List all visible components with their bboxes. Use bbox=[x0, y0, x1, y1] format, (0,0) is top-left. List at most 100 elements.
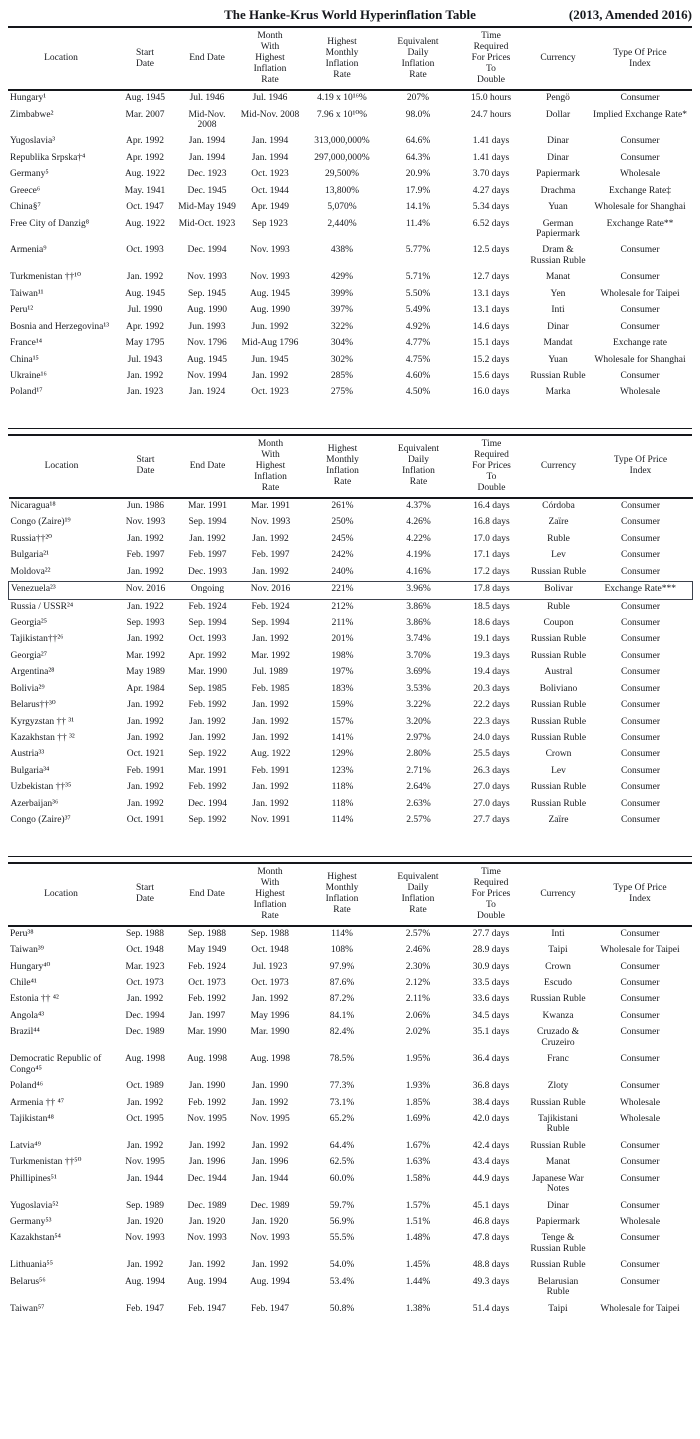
document-header: The Hanke-Krus World Hyperinflation Tabl… bbox=[8, 6, 692, 28]
cell-currency: Crown bbox=[545, 961, 571, 972]
cell-peak-month: Dec. 1989 bbox=[250, 1200, 290, 1211]
cell-currency: Escudo bbox=[544, 978, 572, 989]
cell-highest-monthly-inflation-rate: 114% bbox=[331, 815, 354, 826]
cell-currency: Inti bbox=[551, 928, 565, 939]
cell-peak-month: Jan. 1990 bbox=[251, 1081, 289, 1092]
table-row: Hungary¹ Aug. 1945 Jul. 1946 Jul. 1946 4.19 … bbox=[8, 90, 692, 107]
cell-highest-monthly-inflation-rate: 55.5% bbox=[329, 1233, 355, 1244]
cell-price-index-type: Consumer bbox=[620, 1276, 660, 1287]
cell-peak-month: Aug. 1990 bbox=[249, 305, 291, 316]
cell-location: Germany⁵³ bbox=[10, 1217, 52, 1228]
cell-time-to-double: 12.5 days bbox=[472, 245, 510, 256]
cell-end-date: Aug. 1998 bbox=[186, 1054, 228, 1065]
cell-currency: Pengö bbox=[546, 93, 570, 104]
cell-highest-monthly-inflation-rate: 157% bbox=[331, 716, 354, 727]
cell-peak-month: Oct. 1923 bbox=[251, 387, 289, 398]
cell-location: Taiwan¹¹ bbox=[10, 288, 44, 299]
cell-price-index-type: Consumer bbox=[620, 566, 661, 577]
cell-location: Hungary⁴⁰ bbox=[10, 961, 51, 972]
cell-price-index-type: Consumer bbox=[620, 733, 661, 744]
cell-location: Moldova²² bbox=[10, 566, 51, 577]
cell-equivalent-daily-inflation-rate: 5.49% bbox=[405, 305, 431, 316]
cell-price-index-type: Consumer bbox=[620, 650, 661, 661]
cell-peak-month: Feb. 1997 bbox=[251, 550, 290, 561]
cell-highest-monthly-inflation-rate: 84.1% bbox=[329, 1010, 355, 1021]
cell-equivalent-daily-inflation-rate: 4.60% bbox=[405, 370, 431, 381]
cell-peak-month: Oct. 1944 bbox=[251, 185, 289, 196]
cell-time-to-double: 15.6 days bbox=[472, 370, 510, 381]
cell-location: Russia††²⁰ bbox=[10, 533, 53, 544]
cell-start-date: Jan. 1992 bbox=[127, 533, 164, 544]
cell-peak-month: Jan. 1996 bbox=[251, 1157, 289, 1168]
cell-highest-monthly-inflation-rate: 201% bbox=[331, 634, 354, 645]
cell-time-to-double: 3.70 days bbox=[472, 169, 510, 180]
cell-equivalent-daily-inflation-rate: 20.9% bbox=[405, 169, 431, 180]
cell-peak-month: Nov. 2016 bbox=[238, 581, 303, 600]
cell-currency: Austral bbox=[544, 667, 573, 678]
table-section-2: Location Start Date End Date Month With Hig… bbox=[8, 435, 693, 830]
cell-peak-month: Jan. 1992 bbox=[251, 1260, 289, 1271]
cell-equivalent-daily-inflation-rate: 1.44% bbox=[405, 1276, 431, 1287]
cell-price-index-type: Consumer bbox=[620, 667, 661, 678]
cell-time-to-double: 16.8 days bbox=[473, 517, 510, 528]
cell-location: Turkmenistan ††⁵⁰ bbox=[10, 1157, 82, 1168]
cell-currency: Coupon bbox=[543, 617, 574, 628]
cell-peak-month: Nov. 1991 bbox=[250, 815, 291, 826]
table-row: Tajikistan††²⁶ Jan. 1992 Oct. 1993 Jan. 199… bbox=[9, 632, 693, 648]
cell-start-date: Oct. 1993 bbox=[126, 245, 164, 256]
cell-currency: Inti bbox=[551, 305, 565, 316]
cell-peak-month: May 1996 bbox=[250, 1010, 290, 1021]
cell-time-to-double: 14.6 days bbox=[472, 321, 510, 332]
cell-location: Argentina²⁸ bbox=[10, 667, 55, 678]
cell-currency: Russian Ruble bbox=[530, 370, 586, 381]
cell-equivalent-daily-inflation-rate: 3.96% bbox=[382, 581, 455, 600]
cell-equivalent-daily-inflation-rate: 3.20% bbox=[406, 716, 431, 727]
cell-time-to-double: 1.41 days bbox=[472, 136, 510, 147]
hyperinflation-table-part-2: Location Start Date End Date Month With Hig… bbox=[8, 435, 693, 830]
cell-end-date: Mid-Oct. 1923 bbox=[178, 218, 236, 229]
cell-time-to-double: 33.5 days bbox=[472, 978, 510, 989]
cell-currency: Lev bbox=[551, 765, 566, 776]
cell-equivalent-daily-inflation-rate: 64.6% bbox=[405, 136, 431, 147]
cell-location: Bolivia²⁹ bbox=[10, 683, 45, 694]
cell-highest-monthly-inflation-rate: 2,440% bbox=[327, 218, 357, 229]
cell-time-to-double: 49.3 days bbox=[472, 1276, 510, 1287]
cell-highest-monthly-inflation-rate: 429% bbox=[330, 272, 354, 283]
cell-end-date: Dec. 1989 bbox=[187, 1200, 227, 1211]
table-row: Germany⁵³ Jan. 1920 Jan. 1920 Jan. 1920 56.9… bbox=[8, 1215, 692, 1231]
cell-end-date: Jan. 1994 bbox=[188, 136, 226, 147]
cell-highest-monthly-inflation-rate: 7.96 x 10¹⁰% bbox=[316, 109, 368, 120]
cell-end-date: Mar. 1991 bbox=[187, 500, 228, 511]
cell-location: Bulgaria²¹ bbox=[10, 550, 49, 561]
cell-equivalent-daily-inflation-rate: 5.71% bbox=[405, 272, 431, 283]
cell-end-date: Dec. 1994 bbox=[187, 245, 227, 256]
cell-price-index-type: Consumer bbox=[620, 370, 660, 381]
cell-peak-month: Jan. 1992 bbox=[252, 798, 289, 809]
cell-highest-monthly-inflation-rate: 242% bbox=[331, 550, 354, 561]
cell-time-to-double: 46.8 days bbox=[472, 1217, 510, 1228]
cell-highest-monthly-inflation-rate: 53.4% bbox=[329, 1276, 355, 1287]
cell-start-date: Jul. 1943 bbox=[127, 354, 163, 365]
cell-peak-month: Nov. 1993 bbox=[250, 245, 290, 256]
cell-highest-monthly-inflation-rate: 304% bbox=[330, 338, 354, 349]
cell-end-date: Nov. 1993 bbox=[187, 1233, 227, 1244]
cell-end-date: Aug. 1945 bbox=[186, 354, 228, 365]
cell-end-date: Feb. 1992 bbox=[188, 1097, 226, 1108]
cell-time-to-double: 25.5 days bbox=[473, 749, 510, 760]
cell-equivalent-daily-inflation-rate: 1.51% bbox=[405, 1217, 431, 1228]
cell-highest-monthly-inflation-rate: 82.4% bbox=[329, 1027, 355, 1038]
column-header-location: Location bbox=[8, 435, 115, 499]
header-row: Location Start Date End Date Month With Hig… bbox=[8, 28, 692, 92]
cell-end-date: Dec. 1923 bbox=[187, 169, 227, 180]
cell-currency: Tajikistani Ruble bbox=[538, 1113, 578, 1135]
cell-price-index-type: Consumer bbox=[620, 994, 660, 1005]
cell-price-index-type: Consumer bbox=[620, 1173, 660, 1184]
cell-highest-monthly-inflation-rate: 397% bbox=[330, 305, 354, 316]
cell-equivalent-daily-inflation-rate: 2.12% bbox=[405, 978, 431, 989]
table-row: Turkmenistan ††⁵⁰ Nov. 1995 Jan. 1996 Jan. … bbox=[8, 1155, 692, 1171]
table-row: Austria³³ Oct. 1921 Sep. 1922 Aug. 1922 129%… bbox=[9, 747, 693, 763]
cell-highest-monthly-inflation-rate: 250% bbox=[331, 517, 354, 528]
cell-currency: Zaïre bbox=[548, 815, 569, 826]
cell-start-date: Nov. 2016 bbox=[114, 581, 177, 600]
column-header-time-to-double: Time Required For Prices To Double bbox=[454, 28, 528, 92]
